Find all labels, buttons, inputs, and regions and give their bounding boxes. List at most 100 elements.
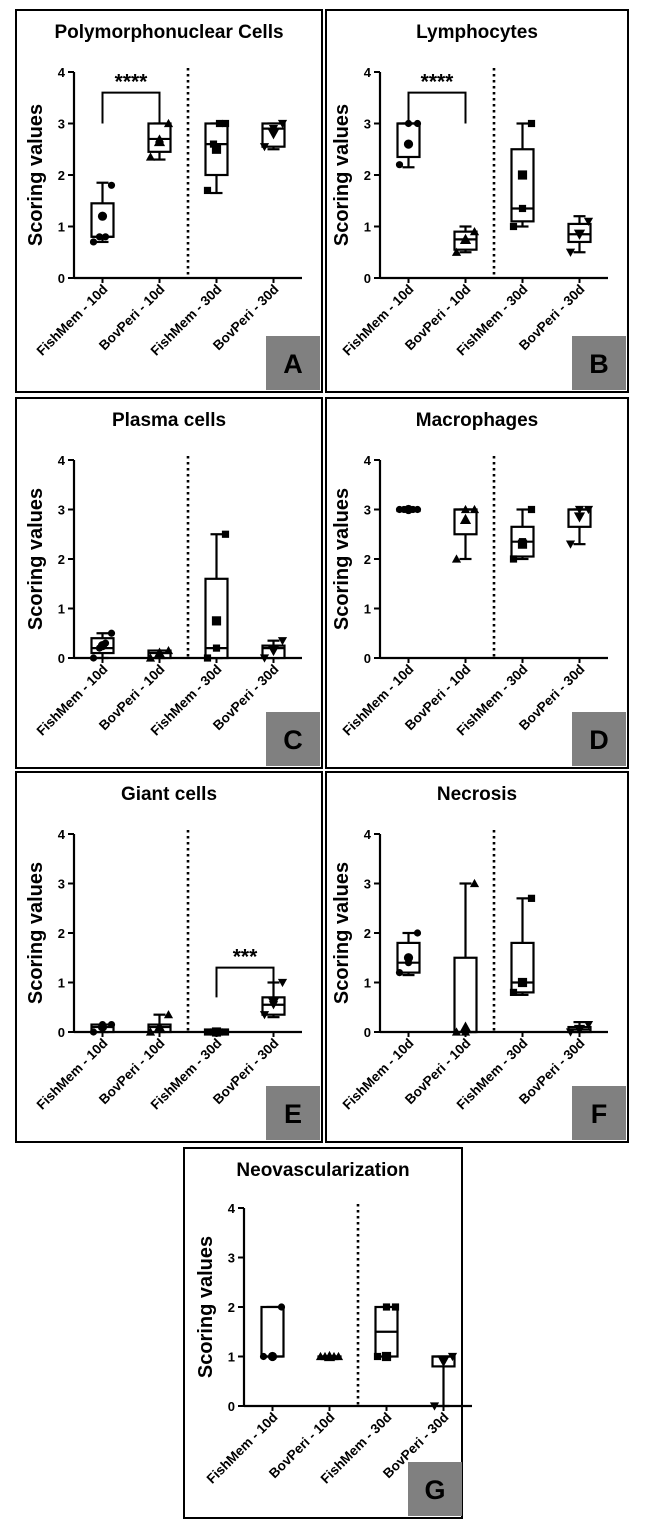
data-point [203, 186, 212, 195]
box-group [145, 1010, 174, 1036]
data-point [163, 645, 174, 655]
mean-marker [573, 512, 586, 523]
data-point [209, 140, 218, 148]
box-iqr [453, 956, 478, 1034]
y-tick-label: 3 [364, 503, 371, 518]
y-axis-label: Scoring values [331, 104, 353, 246]
panel-letter-box [572, 336, 626, 390]
y-tick-label: 1 [58, 976, 65, 991]
y-axis-label: Scoring values [331, 488, 353, 630]
box-group [509, 505, 536, 563]
mean-marker [153, 135, 166, 147]
y-axis-label: Scoring values [25, 862, 47, 1004]
data-point [277, 978, 288, 988]
mean-marker [267, 645, 280, 657]
data-point [203, 1028, 212, 1036]
y-tick-label: 4 [58, 65, 66, 80]
data-point [221, 1028, 230, 1036]
box-group [89, 629, 116, 662]
y-tick-label: 4 [364, 827, 372, 842]
y-tick-label: 1 [364, 220, 371, 235]
data-point [259, 1011, 270, 1020]
box-group [373, 1303, 400, 1362]
data-point [413, 929, 422, 937]
box-group [259, 119, 288, 152]
data-point [469, 227, 480, 236]
y-tick-label: 3 [58, 877, 65, 892]
data-point [527, 119, 536, 128]
y-tick-label: 1 [364, 976, 371, 991]
y-axis-label: Scoring values [195, 1236, 217, 1378]
data-point [277, 637, 288, 646]
box-group [451, 504, 480, 563]
chart-title: Plasma cells [112, 410, 226, 431]
data-point [451, 1027, 462, 1036]
panel-letter-box [266, 336, 320, 390]
y-tick-label: 2 [228, 1300, 235, 1315]
data-point [565, 1028, 576, 1037]
chart-title: Necrosis [437, 784, 517, 805]
box-iqr [510, 941, 535, 994]
box-group [203, 530, 230, 662]
box-group [509, 894, 536, 996]
mean-marker [267, 1351, 278, 1362]
data-point [509, 988, 518, 996]
box-iqr [510, 148, 535, 223]
box-group [203, 1027, 230, 1037]
y-axis-label: Scoring values [25, 488, 47, 630]
data-point [145, 152, 156, 161]
mean-marker [97, 641, 108, 651]
y-tick-label: 2 [58, 926, 65, 941]
data-point [277, 1303, 286, 1311]
box-group [145, 645, 174, 662]
data-point [413, 505, 422, 514]
box-group [145, 118, 174, 161]
panel-frame [15, 9, 323, 393]
data-point [574, 505, 585, 515]
mean-marker [323, 1350, 336, 1362]
data-point [583, 217, 594, 226]
data-point [215, 119, 224, 128]
significance-label: *** [233, 946, 258, 969]
y-tick-label: 2 [58, 552, 65, 567]
data-point [451, 554, 462, 563]
box-group [89, 181, 116, 246]
panel-letter-box [266, 1086, 320, 1140]
y-tick-label: 2 [58, 168, 65, 183]
significance-bracket [215, 966, 275, 998]
data-point [373, 1352, 382, 1361]
y-tick-label: 4 [364, 65, 372, 80]
box-group [565, 1020, 594, 1037]
y-tick-label: 3 [58, 117, 65, 132]
y-tick-label: 1 [228, 1350, 235, 1365]
y-tick-label: 4 [228, 1201, 236, 1216]
y-tick-label: 3 [364, 117, 371, 132]
mean-marker [573, 229, 586, 240]
mean-marker [211, 1027, 222, 1037]
y-tick-label: 0 [364, 651, 371, 666]
significance-bracket [407, 91, 467, 124]
data-point [460, 504, 471, 514]
data-point [259, 1352, 268, 1361]
mean-marker [403, 139, 414, 149]
data-point [268, 125, 279, 134]
data-point [583, 1020, 594, 1030]
data-point [163, 1010, 174, 1019]
significance-label: **** [421, 71, 455, 94]
box-group [259, 1303, 286, 1362]
data-point [395, 969, 404, 977]
box-group [203, 119, 230, 195]
y-tick-label: 0 [58, 271, 65, 286]
data-point [107, 1020, 116, 1029]
panel-frame [15, 397, 323, 769]
mean-marker [517, 170, 528, 180]
data-point [429, 1402, 440, 1411]
mean-marker [211, 144, 222, 154]
chart-title: Lymphocytes [416, 22, 538, 43]
data-point [451, 247, 462, 256]
mean-marker [437, 1356, 450, 1368]
significance-bracket [101, 91, 161, 124]
